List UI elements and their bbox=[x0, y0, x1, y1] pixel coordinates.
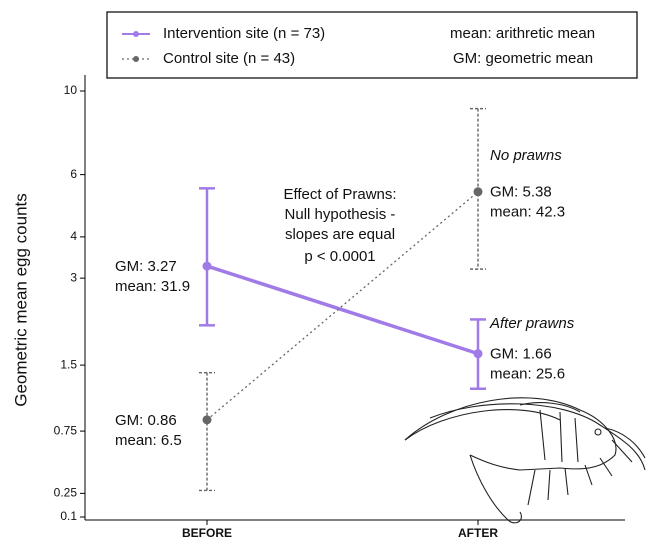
point bbox=[202, 415, 212, 425]
mean-label: mean: 31.9 bbox=[115, 278, 190, 295]
x-tick-label: BEFORE bbox=[182, 526, 232, 540]
point bbox=[473, 187, 483, 197]
series-line bbox=[206, 264, 479, 356]
legend-label: Control site (n = 43) bbox=[163, 50, 295, 67]
data-label: GM: 0.86 bbox=[115, 412, 177, 429]
series-line bbox=[206, 191, 479, 421]
annotation: After prawns bbox=[489, 315, 575, 332]
y-tick-label: 10 bbox=[64, 83, 78, 97]
y-axis-label: Geometric mean egg counts bbox=[11, 193, 30, 407]
legend-box bbox=[106, 11, 638, 79]
data-label: GM: 3.27 bbox=[115, 258, 177, 275]
mean-label: mean: 6.5 bbox=[115, 432, 182, 449]
y-tick-label: 0.75 bbox=[54, 423, 78, 437]
center-note: Null hypothesis - bbox=[285, 206, 396, 223]
point bbox=[202, 261, 212, 271]
center-note: Effect of Prawns: bbox=[283, 186, 396, 203]
x-tick-label: AFTER bbox=[458, 526, 498, 540]
y-tick-label: 3 bbox=[70, 270, 77, 284]
data-label: GM: 1.66 bbox=[490, 346, 552, 363]
center-note: p < 0.0001 bbox=[304, 248, 375, 265]
y-tick-label: 6 bbox=[70, 167, 77, 181]
annotation: No prawns bbox=[490, 147, 562, 164]
legend-marker bbox=[133, 31, 139, 37]
legend-marker bbox=[133, 56, 139, 62]
y-tick-label: 4 bbox=[70, 229, 77, 243]
center-note: slopes are equal bbox=[285, 226, 395, 243]
y-tick-label: 0.1 bbox=[60, 509, 77, 523]
point bbox=[473, 349, 483, 359]
legend-note: mean: arithretic mean bbox=[450, 25, 595, 42]
y-tick-label: 0.25 bbox=[54, 486, 78, 500]
mean-label: mean: 42.3 bbox=[490, 204, 565, 221]
legend-label: Intervention site (n = 73) bbox=[163, 25, 325, 42]
legend-note: GM: geometric mean bbox=[453, 50, 593, 67]
prawn-drawing bbox=[404, 397, 646, 524]
y-tick-label: 1.5 bbox=[60, 357, 77, 371]
mean-label: mean: 25.6 bbox=[490, 366, 565, 383]
data-label: GM: 5.38 bbox=[490, 184, 552, 201]
